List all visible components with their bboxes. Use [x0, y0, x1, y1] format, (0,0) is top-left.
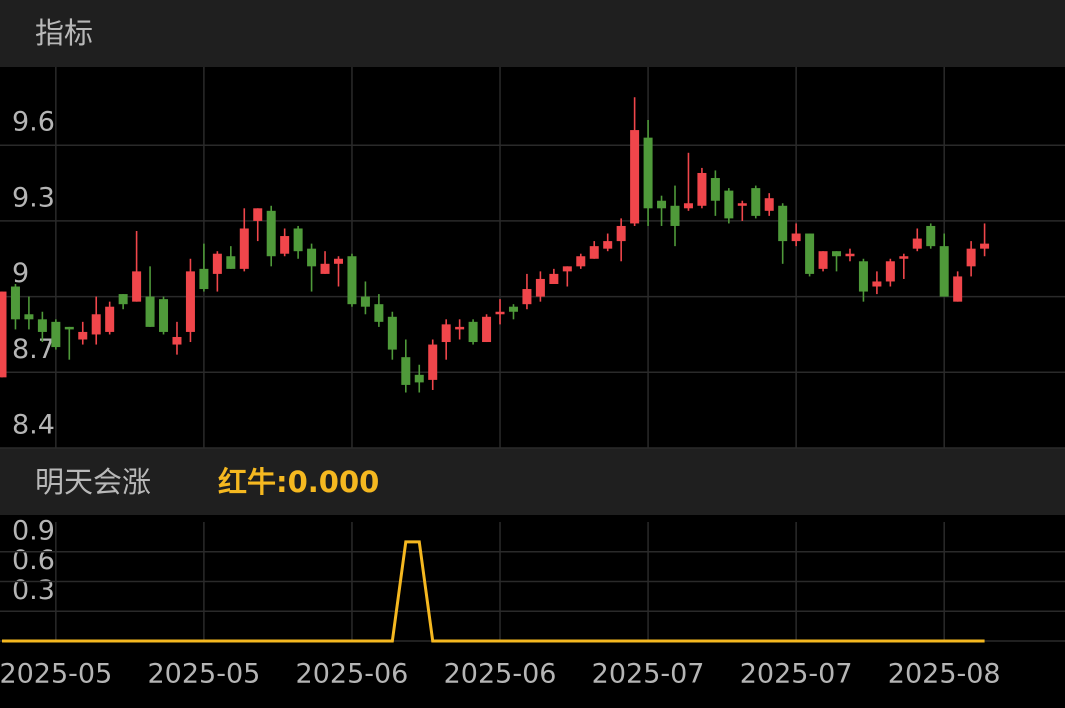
candle-body — [643, 137, 653, 209]
x-tick-label: 2025-07 — [592, 659, 705, 690]
candle-body — [347, 256, 357, 305]
candle-body — [724, 190, 734, 219]
candle-body — [980, 243, 990, 249]
candle-body — [737, 203, 747, 206]
candle-body — [401, 357, 411, 385]
signal-line — [2, 540, 985, 643]
candle-body — [307, 248, 317, 267]
sub-header-bar — [0, 448, 1065, 515]
x-tick-label: 2025-06 — [444, 659, 557, 690]
candle-body — [683, 203, 693, 209]
candle-body — [670, 205, 680, 226]
candle-body — [334, 258, 343, 264]
candle-body — [64, 326, 74, 330]
candle-body — [603, 241, 613, 249]
y-tick-label: 8.7 — [12, 334, 55, 365]
candle-body — [360, 296, 370, 307]
sub-panel-title: 明天会涨 — [35, 465, 151, 499]
candle-body — [266, 210, 276, 257]
candle-body — [37, 319, 47, 332]
candle-body — [185, 271, 195, 332]
candle-body — [589, 246, 599, 259]
candle-body — [455, 326, 465, 330]
candle-body — [51, 321, 61, 348]
candle-body — [845, 253, 855, 257]
candle-body — [374, 304, 384, 322]
candle-body — [78, 331, 88, 340]
candle-body — [495, 311, 505, 315]
candle-body — [832, 251, 842, 257]
candle-body — [818, 251, 828, 269]
candle-body — [912, 238, 922, 249]
x-tick-label: 2025-05 — [147, 659, 260, 690]
candle-body — [872, 281, 882, 287]
candle-body — [10, 286, 20, 320]
candle-body — [320, 263, 330, 274]
candle-body — [172, 336, 182, 345]
candle-body — [280, 236, 290, 254]
y-tick-label: 9.3 — [12, 182, 55, 213]
candle-body — [926, 225, 936, 247]
candle-body — [91, 314, 101, 335]
candle-body — [212, 253, 222, 274]
readout: 红牛:0.000 — [218, 465, 379, 499]
candle-body — [293, 228, 303, 252]
candle-body — [778, 205, 788, 242]
y-tick-label: 0.3 — [12, 575, 55, 606]
candle-body — [805, 233, 815, 274]
candle-body — [616, 225, 626, 242]
candle-body — [508, 306, 518, 312]
candle-body — [657, 200, 667, 209]
candle-body — [576, 256, 586, 267]
x-tick-label: 2025-07 — [740, 659, 853, 690]
candle-body — [697, 172, 707, 206]
candle-body — [145, 296, 155, 327]
candle-body — [522, 289, 532, 305]
candle-body — [764, 198, 774, 211]
candle-body — [885, 261, 895, 282]
candle-body — [953, 276, 963, 302]
y-tick-label: 0.9 — [12, 515, 55, 546]
candle-body — [159, 299, 169, 332]
candle-body — [387, 316, 397, 350]
candle-body — [535, 278, 545, 297]
x-tick-label: 2025-08 — [888, 659, 1001, 690]
candle-body — [118, 294, 128, 305]
candle-body — [562, 266, 572, 272]
y-tick-label: 0.6 — [12, 545, 55, 576]
candle-body — [710, 178, 720, 201]
candle-body — [428, 344, 438, 380]
candle-body — [630, 130, 640, 224]
candle-body — [751, 188, 761, 216]
x-tick-label: 2025-06 — [296, 659, 409, 690]
x-tick-label: 2025-05 — [0, 659, 112, 690]
candle-body — [966, 248, 976, 267]
candle-body — [791, 233, 801, 242]
candle-body — [253, 208, 263, 221]
candle-body — [549, 273, 559, 284]
candle-body — [226, 256, 236, 269]
candle-body — [939, 246, 949, 297]
header-bar — [0, 0, 1065, 67]
candle-body — [105, 306, 115, 332]
candle-body — [468, 321, 478, 343]
candle-body — [0, 291, 7, 378]
candle-body — [199, 268, 209, 290]
panel-title: 指标 — [35, 16, 93, 50]
candle-body — [414, 374, 424, 383]
y-tick-label: 9 — [12, 258, 29, 289]
candle-body — [858, 261, 868, 292]
y-tick-label: 9.6 — [12, 107, 55, 138]
candle-body — [482, 316, 492, 343]
y-tick-label: 8.4 — [12, 410, 55, 441]
candle-body — [441, 324, 451, 343]
candle-body — [24, 314, 34, 320]
candle-body — [899, 256, 909, 259]
candle-body — [132, 271, 142, 302]
candle-body — [239, 228, 249, 269]
